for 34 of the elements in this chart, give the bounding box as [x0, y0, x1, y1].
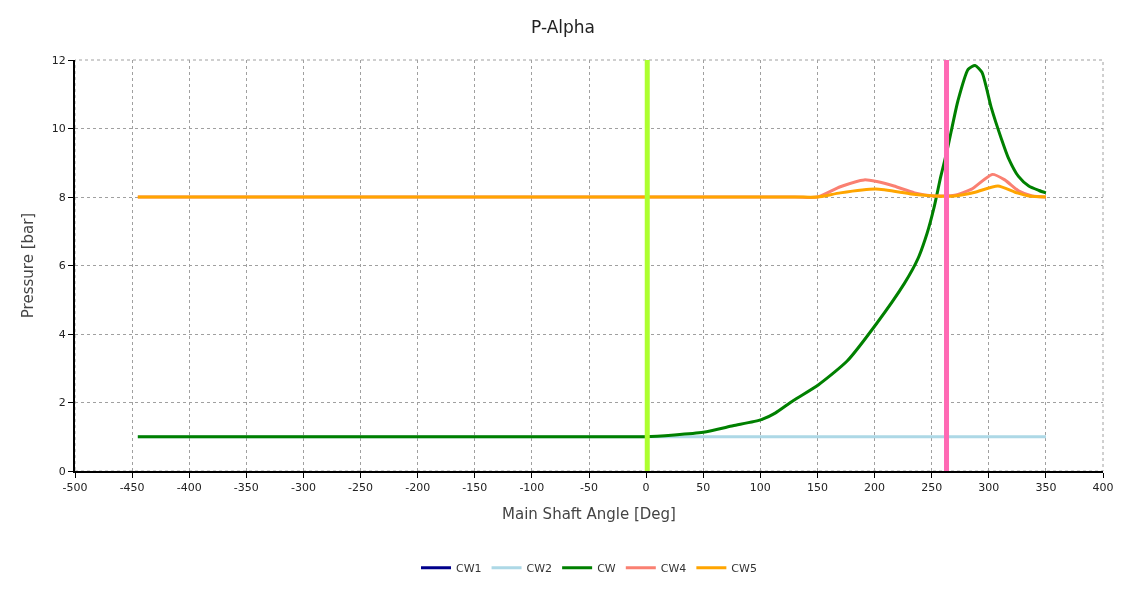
x-tick-label: -100 — [519, 481, 545, 495]
legend-label: CW4 — [660, 561, 687, 575]
legend-label: CW1 — [456, 561, 482, 575]
y-tick-label: 4 — [58, 327, 66, 341]
y-axis-title: Pressure [bar] — [18, 212, 37, 319]
x-tick-label: 200 — [864, 481, 886, 495]
x-tick-label: -400 — [176, 481, 202, 495]
x-tick-label: 150 — [806, 481, 828, 495]
y-tick-label: 10 — [51, 122, 66, 136]
x-axis-title: Main Shaft Angle [Deg] — [502, 504, 676, 523]
x-tick-label: -350 — [233, 481, 259, 495]
x-tick-label: -300 — [290, 481, 316, 495]
chart-title: P-Alpha — [531, 16, 595, 37]
x-tick-label: 0 — [642, 481, 650, 495]
x-tick-label: 100 — [749, 481, 771, 495]
x-tick-label: -500 — [62, 481, 88, 495]
x-tick-label: 350 — [1035, 481, 1057, 495]
y-tick-label: 12 — [51, 53, 66, 67]
x-tick-label: -50 — [580, 481, 598, 495]
legend-label: CW2 — [526, 561, 553, 575]
x-tick-label: 300 — [978, 481, 1000, 495]
x-tick-label: -200 — [405, 481, 431, 495]
x-tick-label: 250 — [921, 481, 943, 495]
y-tick-label: 2 — [58, 396, 66, 410]
x-tick-label: -450 — [119, 481, 145, 495]
legend-label: CW5 — [731, 561, 757, 575]
x-tick-label: 400 — [1092, 481, 1114, 495]
legend-label: CW — [597, 561, 616, 575]
y-tick-label: 6 — [58, 259, 66, 273]
x-tick-label: 50 — [696, 481, 711, 495]
x-tick-label: -250 — [348, 481, 374, 495]
y-tick-label: 8 — [58, 190, 66, 204]
y-tick-label: 0 — [58, 464, 66, 478]
x-tick-label: -150 — [462, 481, 488, 495]
